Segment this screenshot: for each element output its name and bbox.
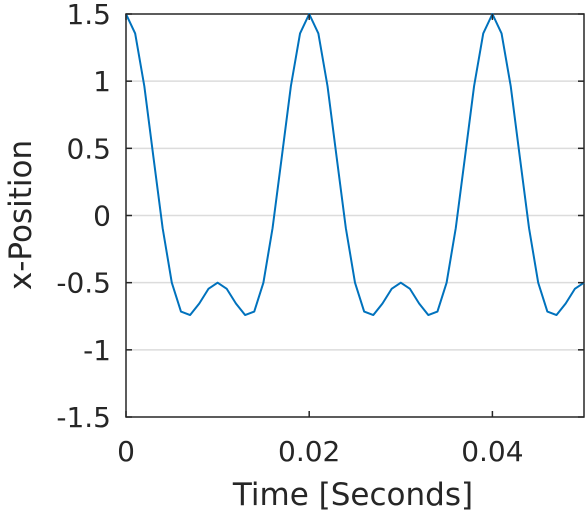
- series-group: [126, 14, 584, 315]
- x-tick-label: 0.04: [461, 435, 523, 468]
- x-axis-label: Time [Seconds]: [232, 477, 473, 513]
- y-tick-labels: -1.5 -1 -0.5 0 0.5 1 1.5: [56, 0, 111, 434]
- y-tick-label: 1: [93, 65, 111, 98]
- y-tick-label: -0.5: [56, 267, 111, 300]
- x-tick-labels: 0 0.02 0.04: [117, 435, 523, 468]
- y-tick-label: -1: [83, 334, 111, 367]
- y-tick-label: 0.5: [66, 132, 111, 165]
- series-line: [126, 14, 584, 315]
- x-tick-label: 0: [117, 435, 135, 468]
- y-tick-label: -1.5: [56, 401, 111, 434]
- y-axis-label: x-Position: [3, 140, 39, 290]
- y-tick-label: 0: [93, 200, 111, 233]
- x-tick-label: 0.02: [278, 435, 340, 468]
- y-tick-label: 1.5: [66, 0, 111, 31]
